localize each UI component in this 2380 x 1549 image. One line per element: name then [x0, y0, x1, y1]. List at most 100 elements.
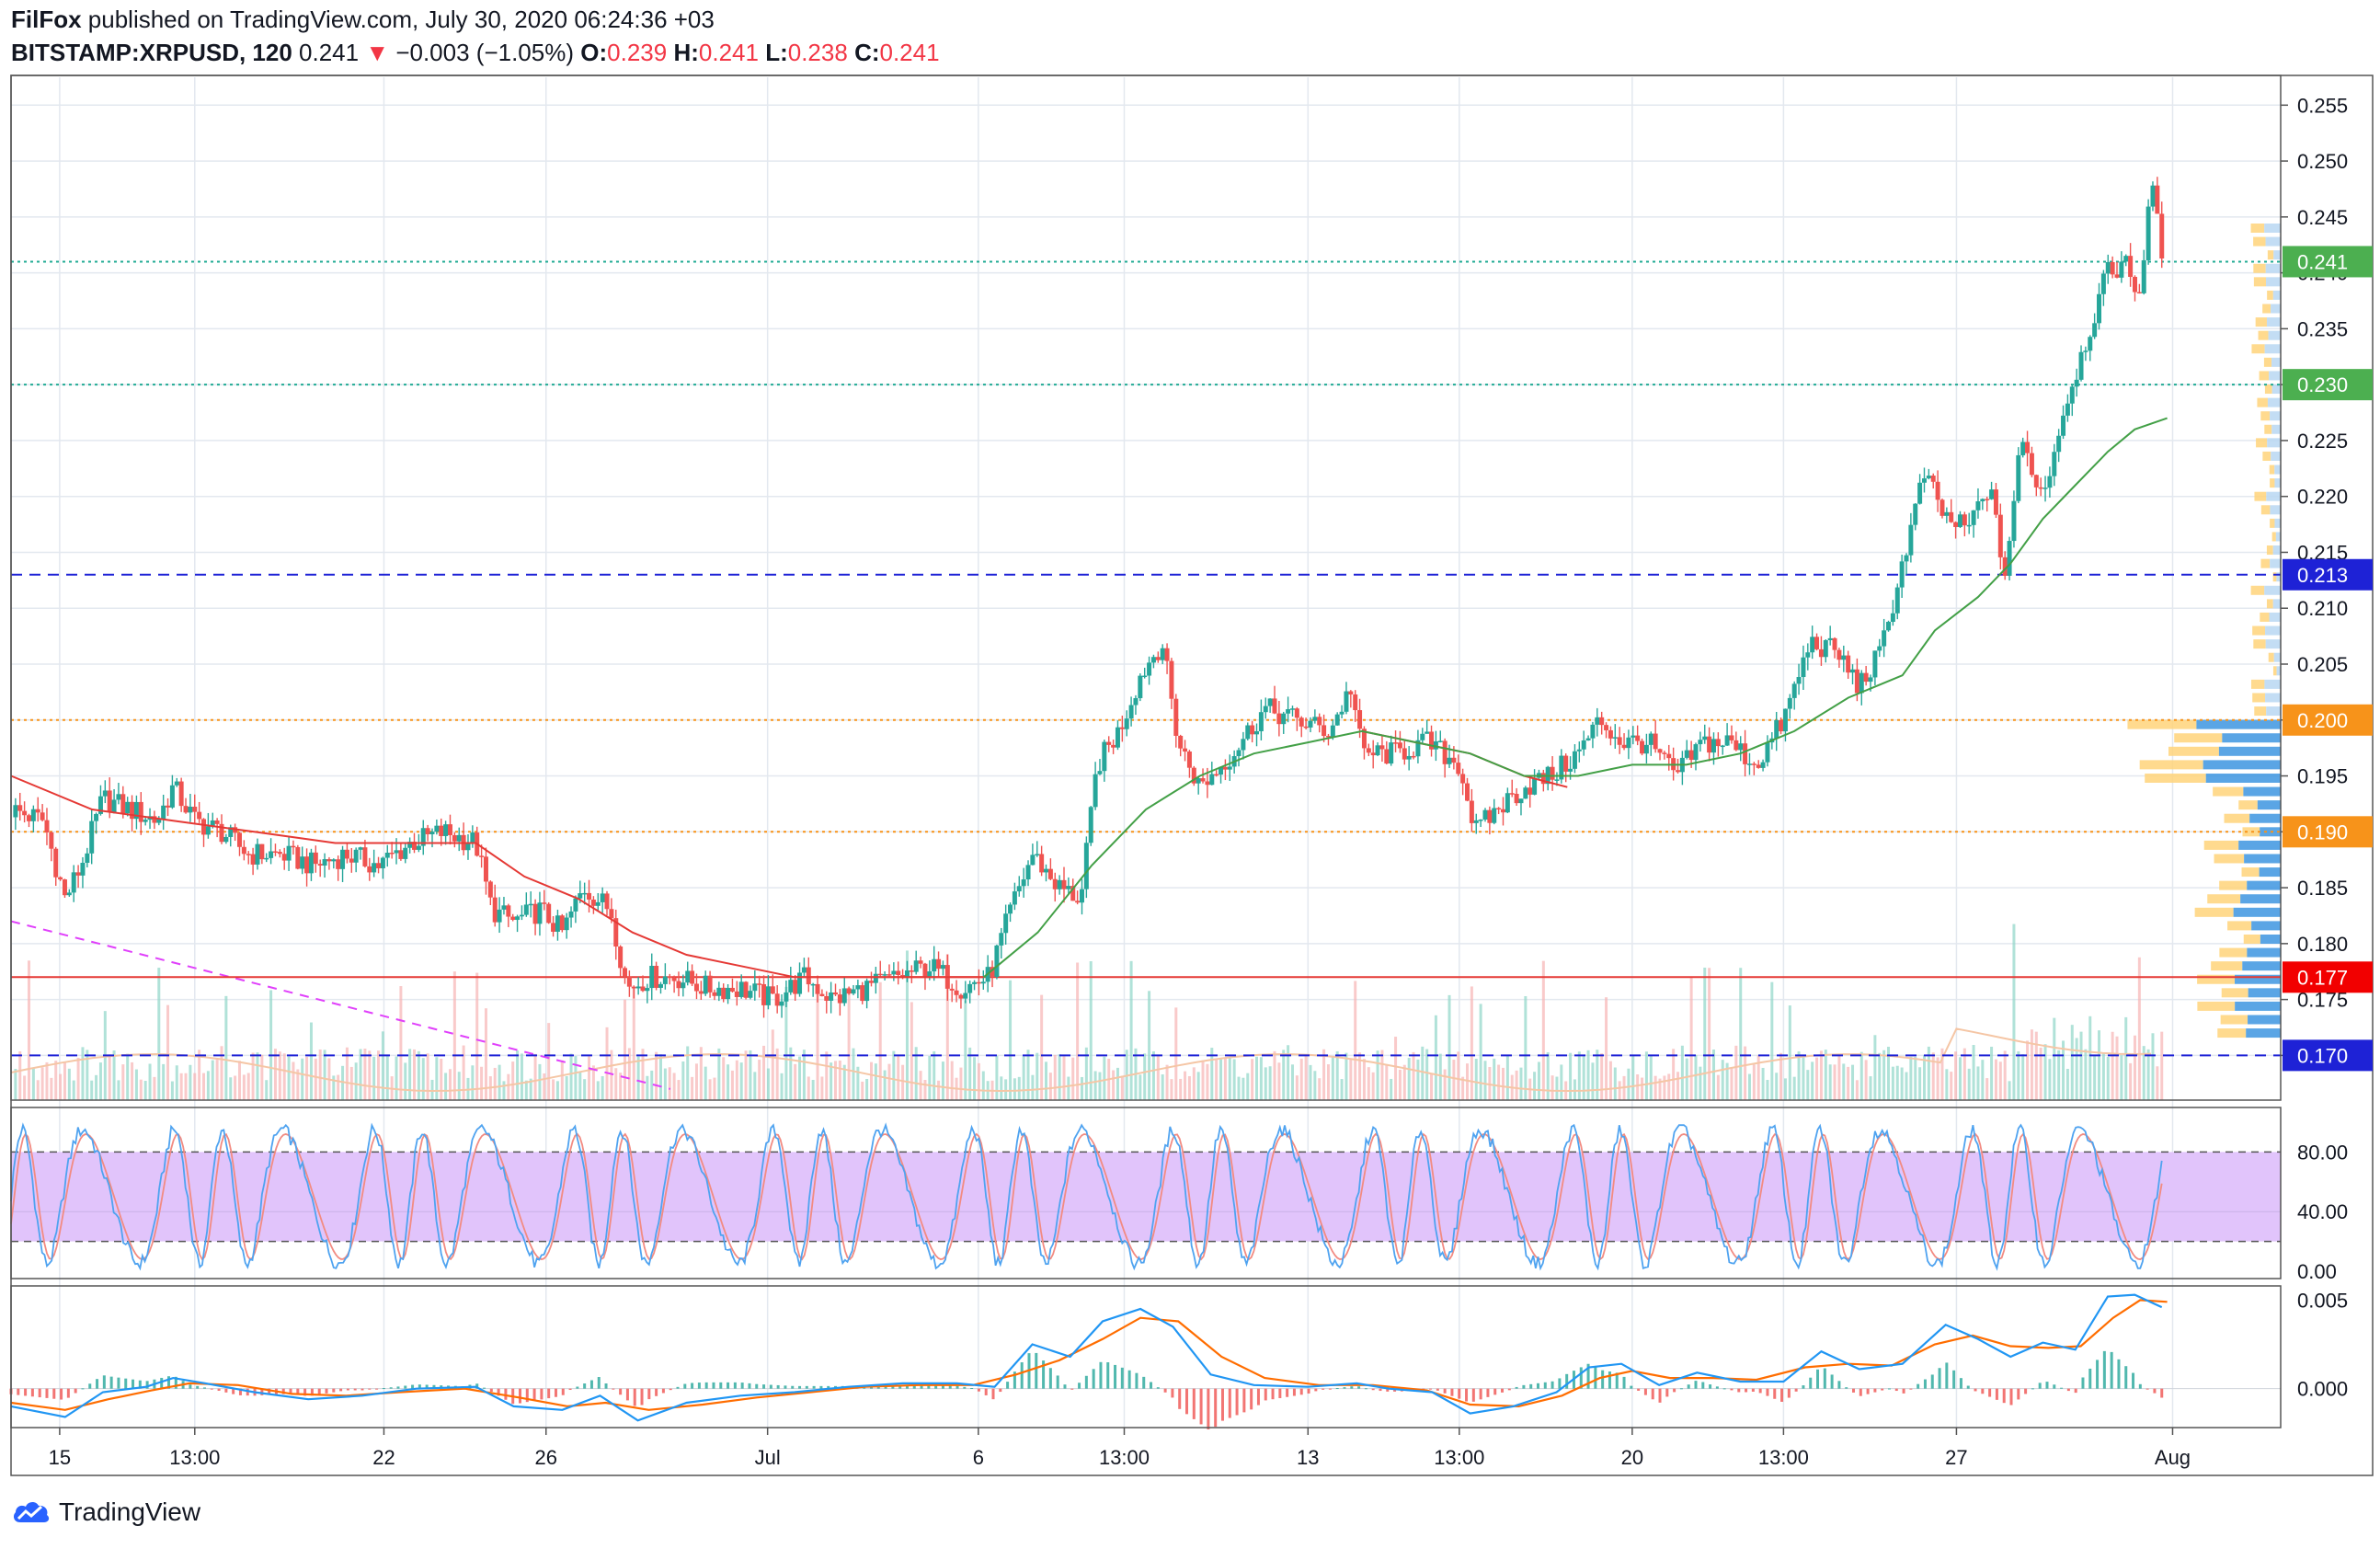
volume-bar	[435, 1057, 439, 1100]
candle-body	[94, 813, 99, 821]
macd-histogram-bar	[1142, 1376, 1146, 1389]
candle-body	[626, 976, 632, 987]
volume-ma-line	[10, 1027, 2152, 1093]
candle-body	[1827, 637, 1833, 640]
volume-bar	[627, 1048, 631, 1100]
volume-bar	[1219, 1059, 1223, 1100]
volume-bar	[794, 1063, 797, 1100]
volume-bar	[1577, 1051, 1581, 1100]
candle-body	[618, 947, 624, 969]
volume-bar	[1914, 1056, 1917, 1100]
candle-body	[587, 892, 592, 900]
volume-bar	[36, 1080, 40, 1100]
candle-body	[1832, 637, 1837, 650]
macd-histogram-bar	[1199, 1388, 1203, 1425]
volume-bar	[1560, 1064, 1563, 1100]
macd-histogram-bar	[246, 1388, 249, 1396]
candle-body	[161, 805, 166, 820]
candle-body	[1904, 555, 1909, 562]
volume-profile-up	[2238, 800, 2258, 810]
author-name[interactable]: FilFox	[11, 6, 82, 33]
candle-body	[1250, 725, 1255, 735]
candle-body	[1626, 737, 1631, 749]
volume-bar	[1457, 1051, 1460, 1100]
candle-body	[1469, 800, 1474, 823]
stoch-tick-label: 80.00	[2297, 1141, 2348, 1164]
candle-body	[1496, 808, 1502, 809]
volume-bar	[67, 1068, 71, 1100]
volume-bar	[977, 1062, 980, 1100]
candle-body	[1339, 711, 1344, 715]
volume-bar	[1349, 1059, 1353, 1100]
candle-body	[999, 933, 1004, 946]
macd-histogram-bar	[1278, 1388, 1282, 1398]
candle-body	[1102, 741, 1107, 772]
macd-histogram-bar	[1386, 1388, 1390, 1392]
volume-bar	[901, 1064, 905, 1100]
volume-bar	[493, 1067, 497, 1100]
volume-bar	[1689, 978, 1693, 1100]
volume-bar	[1859, 1051, 1863, 1100]
volume-profile-down	[2273, 250, 2281, 260]
volume-bar	[444, 1073, 448, 1100]
tradingview-brand[interactable]: TradingView	[11, 1497, 200, 1527]
candle-body	[1411, 755, 1416, 758]
macd-histogram-bar	[404, 1385, 407, 1389]
macd-histogram-bar	[798, 1385, 802, 1389]
candle-body	[645, 988, 650, 992]
macd-histogram-bar	[281, 1388, 285, 1394]
volume-bar	[59, 1073, 63, 1100]
candle-body	[1868, 677, 1873, 683]
macd-histogram-bar	[2002, 1388, 2006, 1404]
macd-histogram-bar	[597, 1377, 601, 1389]
candle-body	[631, 986, 636, 989]
macd-histogram-bar	[1601, 1370, 1605, 1389]
macd-histogram-bar	[346, 1388, 349, 1391]
macd-histogram-bar	[1163, 1388, 1167, 1393]
moving-average-green	[983, 417, 2168, 979]
candle-body	[174, 781, 179, 786]
volume-bar	[1479, 1004, 1482, 1100]
candle-body	[734, 991, 739, 997]
volume-bar	[1421, 1046, 1425, 1100]
volume-bar	[179, 1073, 183, 1100]
volume-bar	[1299, 1058, 1303, 1100]
candle-body	[2047, 476, 2053, 488]
candle-body	[313, 852, 318, 865]
volume-bar	[1179, 1078, 1183, 1100]
volume-bar	[1277, 1062, 1281, 1100]
volume-bar	[520, 1053, 523, 1100]
volume-bar	[1067, 1076, 1070, 1100]
candle-body	[1267, 698, 1273, 706]
macd-histogram-bar	[1271, 1388, 1275, 1400]
volume-bar	[372, 1056, 376, 1100]
candle-body	[801, 967, 807, 973]
candle-body	[1693, 744, 1699, 761]
candle-body	[1743, 743, 1748, 764]
candle-body	[1662, 752, 1667, 754]
time-axis[interactable]: 15 13:00 22 26 Jul 6 13:00 13 13:00 20 13:00 27 Aug	[49, 1428, 2191, 1469]
volume-bar	[543, 1073, 546, 1100]
symbol-info: BITSTAMP:XRPUSD, 120 0.241 ▼ −0.003 (−1.…	[11, 39, 940, 67]
volume-bar	[1927, 1046, 1930, 1100]
price-tag	[2283, 558, 2373, 591]
volume-profile-down	[2274, 465, 2281, 475]
candle-body	[1518, 798, 1524, 804]
pane-border	[10, 75, 2282, 1101]
macd-histogram-bar	[955, 1385, 959, 1389]
symbol-label[interactable]: BITSTAMP:XRPUSD, 120	[11, 39, 292, 66]
candle-body	[1294, 708, 1299, 718]
candle-body	[1312, 717, 1318, 721]
volume-bar	[547, 1023, 551, 1100]
candle-body	[1214, 774, 1219, 776]
volume-profile-up	[2269, 465, 2275, 475]
volume-profile-down	[2266, 491, 2281, 501]
candle-body	[2025, 442, 2031, 453]
macd-tick-label: 0.005	[2297, 1289, 2348, 1312]
macd-histogram-bar	[1586, 1363, 1590, 1389]
candle-body	[1111, 744, 1116, 748]
volume-bar	[1672, 1049, 1676, 1100]
price-axis[interactable]: 0.2550.2500.2450.2400.2350.2300.2250.220…	[2281, 94, 2373, 1401]
candle-body	[1559, 755, 1564, 780]
